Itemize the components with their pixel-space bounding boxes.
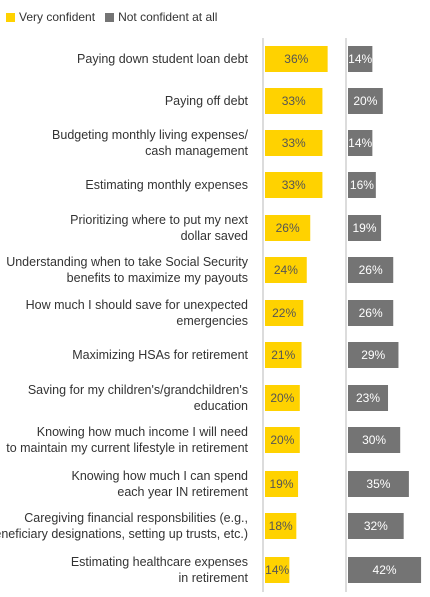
not-confident-value-label: 26% [359, 306, 383, 320]
very-confident-bar [265, 46, 328, 72]
very-confident-value-label: 33% [282, 136, 306, 150]
very-confident-bar [265, 215, 311, 241]
not-confident-bar [348, 172, 376, 198]
not-confident-bar [348, 427, 401, 453]
not-confident-bar [348, 513, 404, 539]
legend-item-very-confident: Very confident [6, 10, 95, 24]
very-confident-value-label: 21% [271, 348, 295, 362]
not-confident-bar [348, 130, 373, 156]
very-confident-value-label: 20% [270, 433, 294, 447]
category-label: Maximizing HSAs for retirement [72, 348, 248, 362]
not-confident-value-label: 23% [356, 391, 380, 405]
category-label: Prioritizing where to put my next [70, 213, 248, 227]
category-label: Caregiving financial responsbilities (e.… [24, 511, 248, 525]
not-confident-value-label: 14% [348, 136, 372, 150]
category-label: emergencies [176, 314, 248, 328]
not-confident-bar [348, 215, 382, 241]
not-confident-bar [348, 557, 422, 583]
not-confident-value-label: 26% [359, 263, 383, 277]
not-confident-value-label: 14% [348, 52, 372, 66]
chart-legend: Very confident Not confident at all [6, 10, 227, 24]
very-confident-value-label: 26% [276, 221, 300, 235]
very-confident-value-label: 33% [282, 178, 306, 192]
very-confident-value-label: 19% [270, 477, 294, 491]
category-label: beneficiary designations, setting up tru… [0, 527, 248, 541]
category-label: How much I should save for unexpected [26, 298, 248, 312]
very-confident-value-label: 33% [282, 94, 306, 108]
category-label: each year IN retirement [117, 485, 248, 499]
legend-swatch-not-confident [105, 12, 115, 22]
not-confident-bar [348, 385, 389, 411]
very-confident-bar [265, 342, 302, 368]
very-confident-bar [265, 513, 297, 539]
category-label: Saving for my children's/grandchildren's [28, 383, 248, 397]
category-label: Estimating healthcare expenses [71, 555, 248, 569]
category-label: cash management [145, 144, 248, 158]
category-label: dollar saved [181, 229, 248, 243]
legend-swatch-very-confident [6, 12, 15, 22]
category-label: to maintain my current lifestyle in reti… [6, 441, 248, 455]
very-confident-value-label: 36% [284, 52, 308, 66]
not-confident-value-label: 29% [361, 348, 385, 362]
very-confident-value-label: 14% [265, 563, 289, 577]
not-confident-value-label: 42% [373, 563, 397, 577]
not-confident-bar [348, 46, 373, 72]
not-confident-value-label: 16% [350, 178, 374, 192]
category-label: Paying down student loan debt [77, 52, 248, 66]
category-label: education [194, 399, 248, 413]
legend-label-very-confident: Very confident [19, 10, 96, 24]
category-label: Knowing how much I can spend [72, 469, 249, 483]
very-confident-bar [265, 427, 300, 453]
very-confident-bar [265, 88, 323, 114]
category-label: Budgeting monthly living expenses/ [52, 128, 248, 142]
very-confident-value-label: 20% [270, 391, 294, 405]
legend-label-not-confident: Not confident at all [118, 10, 218, 24]
very-confident-bar [265, 130, 323, 156]
category-label: in retirement [179, 571, 249, 585]
category-label: Knowing how much income I will need [37, 425, 248, 439]
legend-item-not-confident: Not confident at all [105, 10, 217, 24]
category-label: Paying off debt [165, 94, 249, 108]
not-confident-value-label: 30% [362, 433, 386, 447]
not-confident-bar [348, 300, 394, 326]
very-confident-bar [265, 172, 323, 198]
not-confident-value-label: 35% [366, 477, 390, 491]
very-confident-value-label: 22% [272, 306, 296, 320]
not-confident-value-label: 19% [353, 221, 377, 235]
very-confident-value-label: 24% [274, 263, 298, 277]
category-label: Understanding when to take Social Securi… [6, 255, 249, 269]
not-confident-bar [348, 88, 383, 114]
not-confident-value-label: 32% [364, 519, 388, 533]
category-label: Estimating monthly expenses [85, 178, 248, 192]
very-confident-value-label: 18% [269, 519, 293, 533]
not-confident-bar [348, 471, 409, 497]
very-confident-bar [265, 257, 307, 283]
very-confident-bar [265, 557, 290, 583]
category-label: benefits to maximize my payouts [67, 271, 248, 285]
not-confident-bar [348, 342, 399, 368]
very-confident-bar [265, 300, 304, 326]
not-confident-bar [348, 257, 394, 283]
very-confident-bar [265, 471, 299, 497]
not-confident-value-label: 20% [353, 94, 377, 108]
very-confident-bar [265, 385, 300, 411]
